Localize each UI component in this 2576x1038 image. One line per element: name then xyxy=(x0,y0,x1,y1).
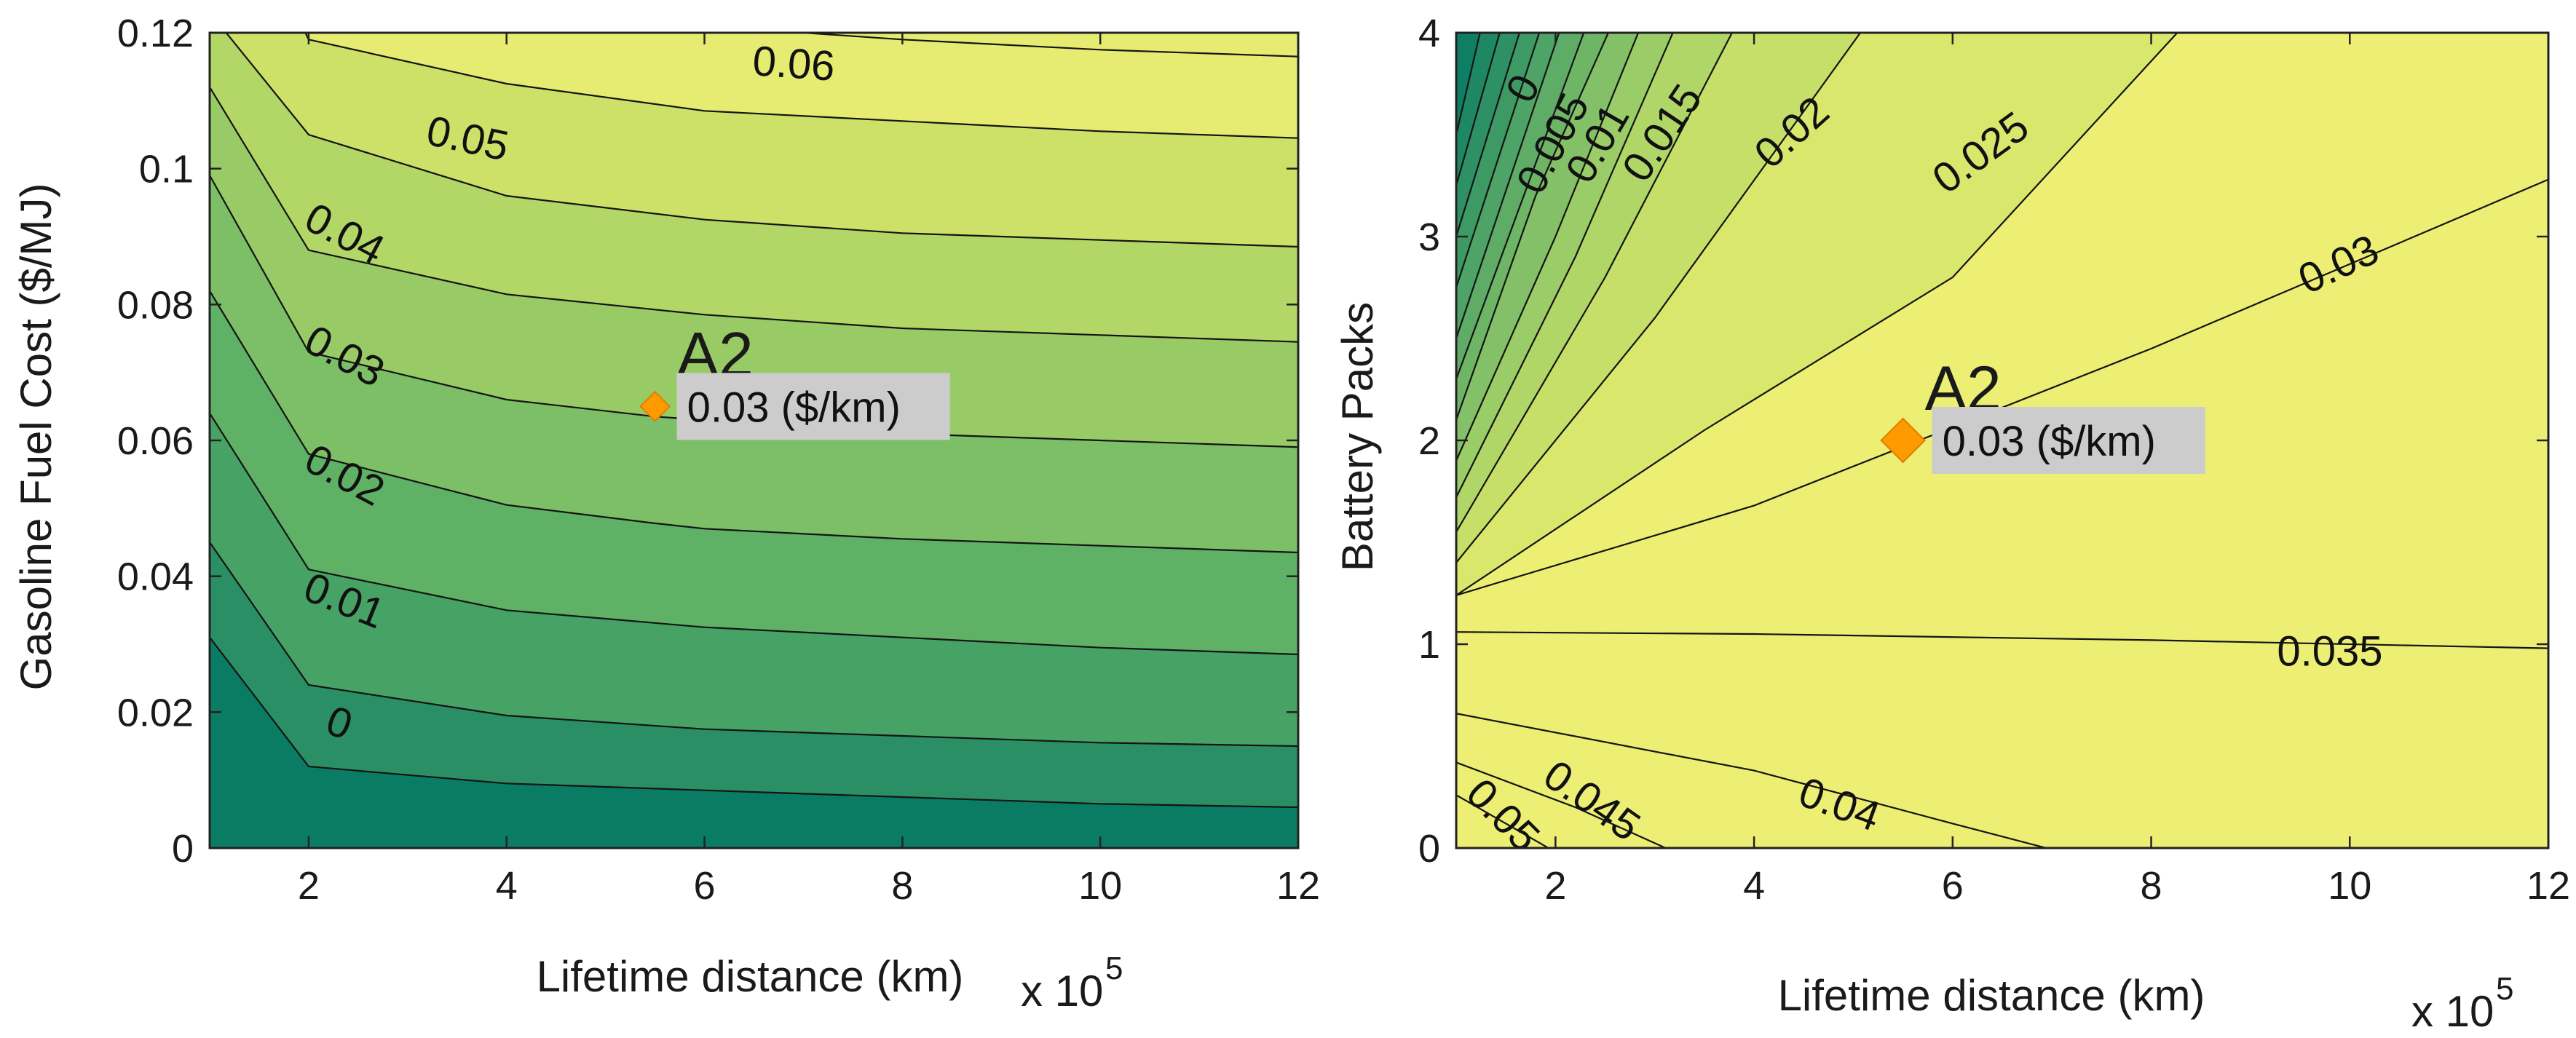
right-y-tick-label: 4 xyxy=(1418,12,1440,55)
left-contour-label: 0.06 xyxy=(751,37,837,90)
left-contour-line-3 xyxy=(210,290,1298,554)
right-contour-line-8 xyxy=(1456,33,1674,498)
left-x-tick-label: 6 xyxy=(694,864,716,908)
right-x-ticks: 2 4 6 8 10 12 xyxy=(1544,33,2570,908)
left-a2-value-box xyxy=(676,373,950,440)
right-x-tick-label: 8 xyxy=(2141,864,2162,908)
right-x-tick-label: 4 xyxy=(1743,864,1765,908)
right-y-ticks: 0 1 2 3 4 xyxy=(1418,12,2548,871)
right-contour-line-16 xyxy=(1456,794,1550,848)
right-contour-line-10 xyxy=(1456,33,1862,563)
left-x-tick-label: 12 xyxy=(1276,864,1320,908)
right-y-tick-label: 2 xyxy=(1418,419,1440,463)
right-contour-line-2 xyxy=(1456,33,1521,237)
right-a2-annotation: A2 0.03 ($/km) xyxy=(1880,354,2205,474)
left-y-tick-label: 0.04 xyxy=(117,555,194,599)
right-a2-value: 0.03 ($/km) xyxy=(1943,418,2156,465)
left-plot-area: 0.060.050.040.030.020.010 xyxy=(210,33,1298,848)
right-a2-value-box xyxy=(1932,407,2205,474)
left-contour-line-6 xyxy=(225,33,1298,248)
right-contour-line-4 xyxy=(1456,33,1560,339)
right-x-tick-label: 6 xyxy=(1942,864,1964,908)
right-contour-label: 0.035 xyxy=(2277,627,2382,675)
left-x-axis-label: Lifetime distance (km) xyxy=(537,952,964,1001)
right-x-tick-label: 2 xyxy=(1544,864,1566,908)
left-a2-marker xyxy=(639,390,671,422)
right-y-tick-label: 0 xyxy=(1418,827,1440,871)
right-contour-line-14 xyxy=(1456,713,2050,848)
left-x-tick-label: 10 xyxy=(1078,864,1122,908)
left-a2-value: 0.03 ($/km) xyxy=(687,384,901,431)
right-y-tick-label: 1 xyxy=(1418,623,1440,667)
left-x-tick-label: 4 xyxy=(496,864,518,908)
left-y-ticks: 0 0.02 0.04 0.06 0.08 0.1 0.12 xyxy=(117,12,1298,871)
right-contour-line-6 xyxy=(1456,33,1610,421)
right-contour-line-5 xyxy=(1456,33,1585,380)
left-contour-lines xyxy=(210,33,1298,809)
right-contour-line-13 xyxy=(1456,631,2548,649)
right-contour-line-0 xyxy=(1456,33,1481,135)
right-x-exponent: 5 xyxy=(2496,971,2513,1007)
left-contour-line-2 xyxy=(210,413,1298,656)
left-y-tick-label: 0 xyxy=(172,827,194,871)
left-band-0 xyxy=(210,637,1298,848)
right-x-multiplier: x 10 xyxy=(2411,987,2494,1036)
left-y-axis-label: Gasoline Fuel Cost ($/MJ) xyxy=(12,183,60,691)
right-contour-line-1 xyxy=(1456,33,1501,186)
right-x-tick-label: 12 xyxy=(2526,864,2570,908)
left-x-ticks: 2 4 6 8 10 12 xyxy=(298,33,1320,908)
left-y-tick-label: 0.1 xyxy=(139,148,194,191)
right-contour-line-11 xyxy=(1456,33,2178,596)
right-contour-line-9 xyxy=(1456,33,1734,533)
left-contour-line-0 xyxy=(210,637,1298,809)
left-contour-plot: 0.060.050.040.030.020.010 2 4 6 8 10 12 0 0.02… xyxy=(12,12,1320,1015)
left-band-1 xyxy=(210,542,1298,848)
left-x-tick-label: 2 xyxy=(298,864,320,908)
left-contour-labels: 0.060.050.040.030.020.010 xyxy=(297,37,836,749)
right-y-axis-label: Battery Packs xyxy=(1333,302,1382,571)
right-band-high-14 xyxy=(1456,713,2047,848)
left-y-tick-label: 0.06 xyxy=(117,419,194,463)
left-y-tick-label: 0.02 xyxy=(117,691,194,734)
right-y-tick-label: 3 xyxy=(1418,215,1440,259)
left-x-multiplier: x 10 xyxy=(1021,967,1103,1015)
left-a2-annotation: A2 0.03 ($/km) xyxy=(639,320,950,440)
left-x-tick-label: 8 xyxy=(891,864,913,908)
right-contour-line-3 xyxy=(1456,33,1541,288)
left-contour-line-1 xyxy=(210,542,1298,748)
right-x-tick-label: 10 xyxy=(2328,864,2371,908)
left-y-tick-label: 0.12 xyxy=(117,12,194,55)
right-a2-marker xyxy=(1880,417,1927,464)
right-x-axis-label: Lifetime distance (km) xyxy=(1778,971,2205,1020)
left-x-exponent: 5 xyxy=(1105,951,1123,986)
left-contour-line-5 xyxy=(210,87,1298,343)
left-y-tick-label: 0.08 xyxy=(117,283,194,327)
right-contour-line-15 xyxy=(1456,761,1668,848)
right-contour-line-7 xyxy=(1456,33,1640,461)
